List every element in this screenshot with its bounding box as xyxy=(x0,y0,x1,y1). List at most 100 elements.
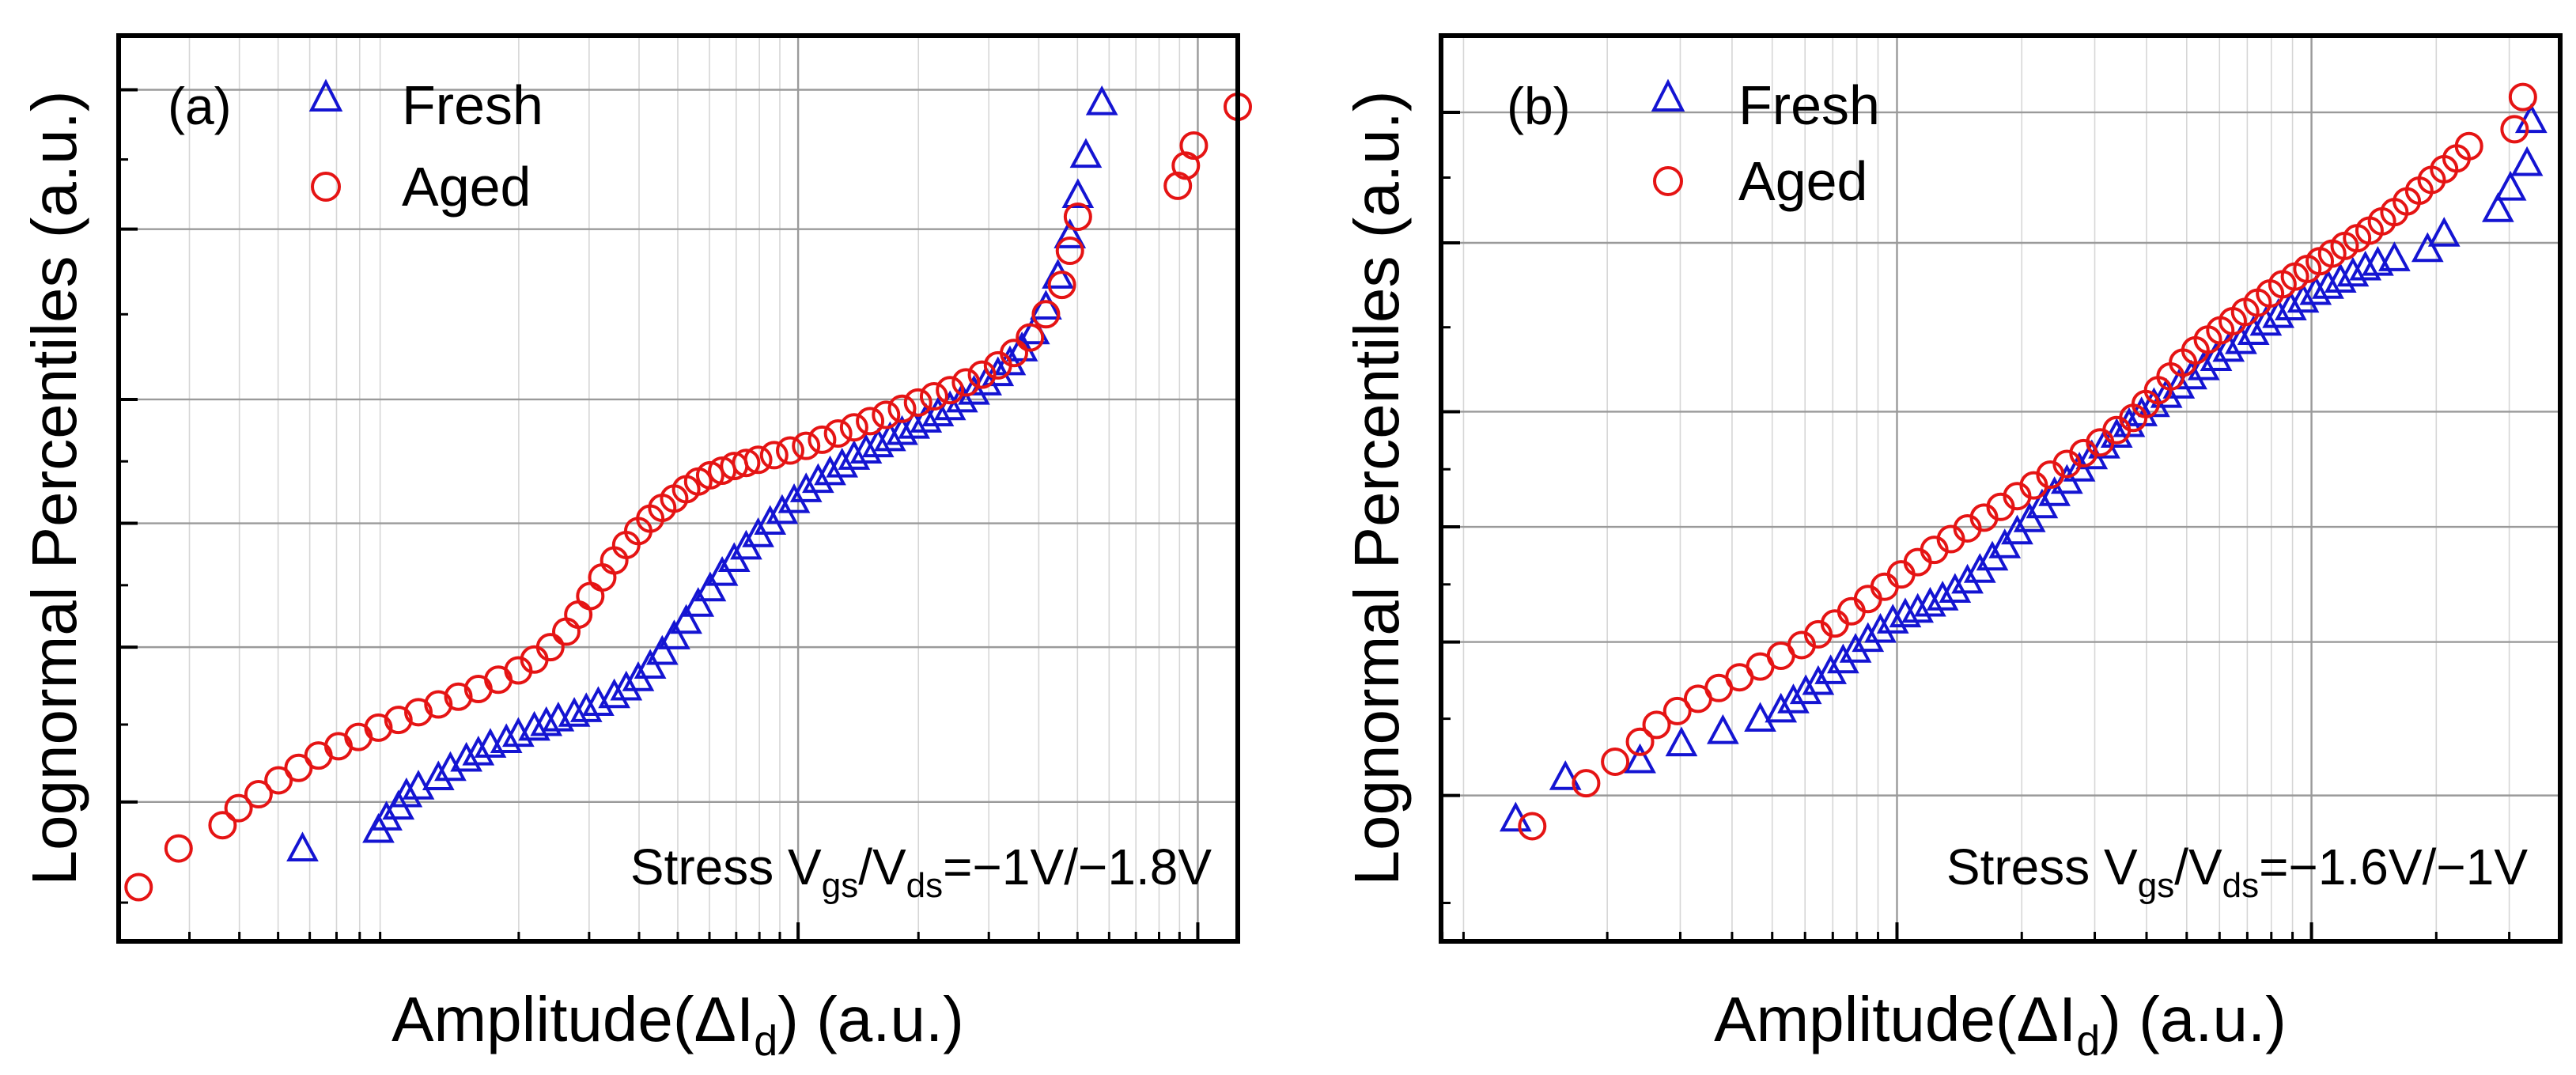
aged-point xyxy=(1063,203,1092,231)
fresh-point xyxy=(2411,232,2444,263)
fresh-point xyxy=(2427,217,2461,247)
aged-point xyxy=(404,698,433,727)
fresh-point xyxy=(390,777,423,808)
fresh-point xyxy=(1914,586,1946,617)
panel-a-stress-sub-gs: gs xyxy=(822,866,858,905)
panel-a-xlabel-sub: d xyxy=(754,1017,777,1065)
fresh-point xyxy=(2324,263,2357,293)
panel-b-legend-fresh: Fresh xyxy=(1738,74,1880,136)
aged-point xyxy=(903,388,932,417)
fresh-point xyxy=(645,634,679,665)
fresh-point xyxy=(530,706,563,736)
fresh-point xyxy=(861,427,895,458)
fresh-point xyxy=(958,374,990,405)
aged-point xyxy=(919,382,948,411)
fresh-point xyxy=(1665,726,1698,757)
fresh-point xyxy=(558,697,591,727)
fresh-point xyxy=(2482,192,2514,222)
fresh-point xyxy=(2299,274,2332,305)
aged-point xyxy=(535,633,565,662)
fresh-point xyxy=(2150,377,2183,408)
aged-point xyxy=(564,600,593,630)
aged-point xyxy=(284,753,313,782)
fresh-point xyxy=(2249,305,2283,336)
aged-point xyxy=(208,811,237,840)
fresh-point xyxy=(1053,218,1087,248)
fresh-point xyxy=(434,751,467,782)
aged-point xyxy=(1047,271,1076,300)
aged-point xyxy=(856,407,885,436)
aged-point xyxy=(743,445,773,475)
aged-point xyxy=(936,376,965,405)
aged-point xyxy=(695,460,724,490)
panel-b-plot-frame xyxy=(1439,33,2563,944)
fresh-point xyxy=(1765,692,1798,723)
fresh-point xyxy=(2237,315,2270,346)
fresh-point xyxy=(1814,654,1847,684)
aged-point xyxy=(1853,585,1882,614)
fresh-point xyxy=(898,409,931,439)
fresh-point xyxy=(1826,643,1859,674)
fresh-point xyxy=(610,670,643,701)
fresh-point xyxy=(2494,170,2527,201)
fresh-point xyxy=(1549,760,1582,790)
aged-point xyxy=(1179,131,1209,160)
aged-point xyxy=(792,431,821,460)
fresh-point xyxy=(2200,341,2233,371)
panel-a-legend-fresh-marker xyxy=(308,78,343,112)
fresh-point xyxy=(518,710,550,741)
fresh-point xyxy=(945,382,978,413)
fresh-point xyxy=(2287,282,2320,313)
aged-point xyxy=(759,441,789,470)
panel-b-xlabel: Amplitude(ΔId) (a.u.) xyxy=(1714,984,2287,1065)
fresh-point xyxy=(1876,604,1909,634)
panel-a-legend-aged-marker xyxy=(311,172,341,202)
panel-a-ylabel: Lognormal Percentiles (a.u.) xyxy=(19,91,89,886)
panel-b-points xyxy=(1499,82,2548,841)
fresh-point xyxy=(2349,250,2382,281)
aged-point xyxy=(164,834,193,863)
panel-a-legend: Fresh Aged xyxy=(308,74,543,218)
fresh-point xyxy=(982,356,1015,387)
fresh-point xyxy=(2212,331,2245,362)
aged-point xyxy=(776,436,804,465)
fresh-point xyxy=(910,403,943,433)
aged-point xyxy=(588,563,617,592)
aged-point xyxy=(1642,710,1671,740)
aged-point xyxy=(2508,82,2537,112)
fresh-point xyxy=(1042,259,1074,289)
aged-point xyxy=(1031,300,1061,329)
aged-point xyxy=(951,368,981,397)
panel-a: (a) Fresh Aged Stress Vgs/Vds=−1V/−1.8V … xyxy=(19,33,1252,1065)
aged-point xyxy=(1518,812,1547,841)
aged-point xyxy=(264,766,293,795)
fresh-point xyxy=(1889,597,1922,628)
aged-point xyxy=(808,425,837,454)
panel-a-legend-fresh: Fresh xyxy=(402,74,543,136)
aged-point xyxy=(967,360,997,389)
panel-a-stress-part-3: =−1V/−1.8V xyxy=(943,838,1212,895)
fresh-point xyxy=(1852,622,1885,653)
aged-point xyxy=(2454,131,2483,161)
fresh-point xyxy=(2162,369,2196,399)
fresh-point xyxy=(1864,612,1897,643)
aged-point xyxy=(364,713,393,742)
aged-point xyxy=(1000,339,1028,368)
panel-b-xlabel-tail: ) (a.u.) xyxy=(2100,984,2287,1054)
fresh-point xyxy=(754,505,787,536)
fresh-point xyxy=(1030,290,1062,320)
aged-point xyxy=(224,793,253,823)
fresh-point xyxy=(422,760,455,790)
fresh-point xyxy=(2187,350,2220,380)
fresh-point xyxy=(2510,146,2544,176)
fresh-point xyxy=(1777,683,1810,714)
fresh-point xyxy=(1789,674,1822,705)
panel-b-legend-aged: Aged xyxy=(1738,150,1867,212)
aged-point xyxy=(1163,171,1193,200)
aged-point xyxy=(1625,727,1655,756)
fresh-point xyxy=(766,494,799,524)
panel-a-ticks xyxy=(118,88,1200,941)
panel-b-stress-sub-gs: gs xyxy=(2138,866,2174,905)
fresh-point xyxy=(1005,331,1038,361)
